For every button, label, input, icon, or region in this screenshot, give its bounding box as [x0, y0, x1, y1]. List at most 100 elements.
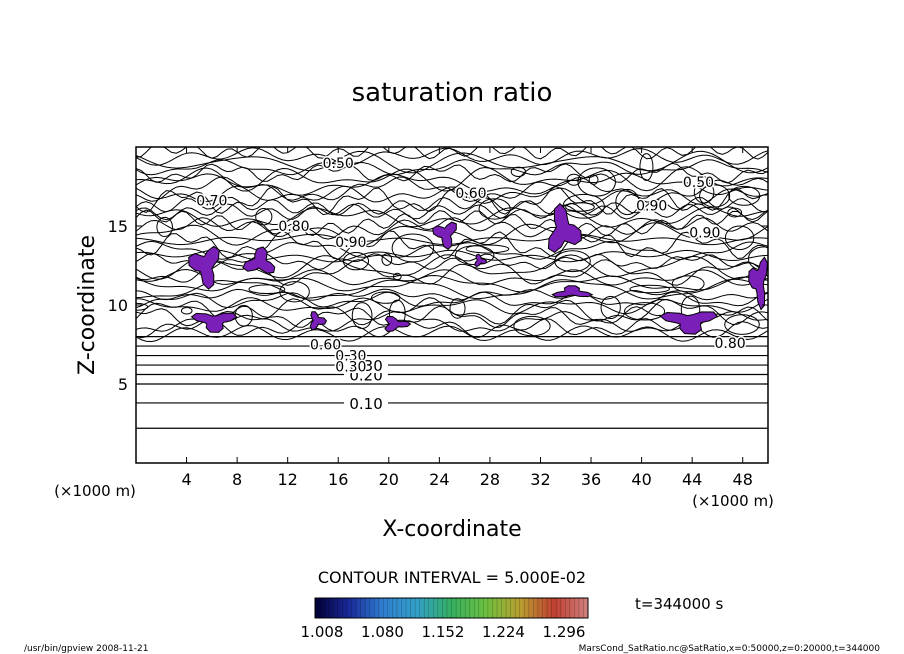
contour-line [136, 166, 768, 192]
colorbar-tick-label: 1.296 [543, 623, 586, 641]
contour-loop [180, 306, 193, 315]
contour-line [136, 147, 768, 160]
shaded-region [309, 311, 327, 331]
contour-line [136, 317, 768, 339]
contour-label: 0.10 [349, 395, 382, 413]
contour-loop [513, 315, 551, 337]
contour-label: 0.90 [636, 198, 667, 214]
contour-line [136, 206, 768, 228]
contour-label: 0.70 [196, 194, 227, 210]
contour-loop [728, 185, 761, 206]
contour-loop [565, 202, 595, 212]
x-tick-label: 24 [429, 470, 449, 489]
shaded-region [547, 202, 582, 254]
contour-line [136, 252, 768, 271]
contour-loop [391, 233, 435, 263]
x-tick-label: 36 [581, 470, 601, 489]
contour-label: 0.80 [278, 219, 309, 235]
horizontal-contour-lines: 0.100.200.30 [136, 336, 768, 429]
footer-left: /usr/bin/gpview 2008-11-21 [24, 644, 148, 654]
shaded-region [474, 253, 488, 268]
contour-loop [136, 302, 149, 311]
contour-loop [588, 174, 599, 185]
x-tick-label: 44 [682, 470, 702, 489]
contour-label: 0.50 [323, 156, 354, 172]
shaded-region [188, 245, 220, 290]
contour-line [136, 259, 768, 286]
contour-line [136, 196, 768, 216]
x-tick-label: 12 [278, 470, 298, 489]
contour-label: 0.50 [683, 175, 714, 191]
x-tick-label: 40 [631, 470, 651, 489]
contour-loop [724, 225, 755, 251]
contour-line [136, 203, 768, 221]
contour-loop [392, 272, 402, 281]
colorbar-fill [315, 598, 588, 618]
contour-loop [381, 253, 393, 266]
y-tick-label: 10 [108, 296, 128, 315]
contour-line [136, 297, 768, 326]
y-axis-label: Z-coordinate [75, 235, 100, 375]
colorbar-tick-labels: 1.008 1.080 1.152 1.224 1.296 [301, 623, 586, 641]
contour-loop [449, 298, 466, 319]
contour-label: 0.80 [714, 336, 745, 352]
contour-line [136, 325, 768, 343]
contour-loop [600, 295, 621, 320]
contour-loop [615, 188, 640, 216]
contour-loop [554, 250, 591, 273]
upper-contour-lines [136, 147, 768, 343]
contour-loop [478, 198, 511, 220]
x-tick-label: 4 [181, 470, 191, 489]
contour-loop [623, 302, 666, 321]
contour-line [136, 288, 768, 301]
contour-line [136, 249, 768, 263]
contour-label: 0.30 [335, 349, 366, 365]
y-tick-label: 5 [118, 375, 128, 394]
y-axis-ticks: 5 10 15 [108, 217, 768, 394]
x-axis-label: X-coordinate [382, 517, 521, 542]
x-unit-right: (×1000 m) [692, 492, 774, 510]
colorbar [314, 597, 589, 619]
shaded-region [190, 312, 238, 333]
contour-loop [279, 281, 310, 303]
contour-line [136, 297, 768, 315]
contour-loop [370, 291, 401, 304]
contour-line [136, 185, 768, 205]
x-tick-label: 16 [328, 470, 348, 489]
shaded-region [242, 246, 276, 274]
shaded-region [659, 311, 719, 335]
contour-label: 0.90 [335, 235, 366, 251]
shaded-region [551, 285, 594, 298]
contour-loop [639, 153, 654, 181]
contour-loop [727, 207, 743, 218]
contour-line [136, 230, 768, 260]
contour-loop [248, 284, 286, 295]
contour-label: 0.30 [335, 360, 366, 376]
x-axis-ticks: 4 8 12 16 20 24 28 32 36 40 44 48 [181, 147, 753, 489]
contour-label: 0.30 [349, 357, 382, 375]
time-label: t=344000 s [635, 595, 723, 613]
x-unit-left: (×1000 m) [54, 482, 136, 500]
contour-loop [577, 167, 616, 197]
chart-title: saturation ratio [352, 78, 553, 108]
colorbar-tick-label: 1.224 [482, 623, 525, 641]
contour-line [136, 278, 768, 300]
x-tick-label: 8 [232, 470, 242, 489]
shaded-region [384, 315, 412, 333]
contour-loop [629, 284, 671, 294]
contour-label: 0.60 [455, 186, 486, 202]
contour-loop [566, 173, 582, 186]
x-tick-label: 20 [379, 470, 399, 489]
colorbar-tick-label: 1.008 [301, 623, 344, 641]
footer-right: MarsCond_SatRatio.nc@SatRatio,x=0:50000,… [579, 644, 881, 654]
contour-loop [693, 181, 715, 204]
contour-loop [156, 216, 173, 238]
contour-loop [465, 244, 510, 254]
colorbar-tick-label: 1.152 [422, 623, 465, 641]
contour-loop [699, 184, 731, 208]
contour-line [136, 268, 768, 286]
contour-line [136, 209, 768, 237]
contour-line [136, 150, 768, 174]
x-tick-label: 28 [480, 470, 500, 489]
